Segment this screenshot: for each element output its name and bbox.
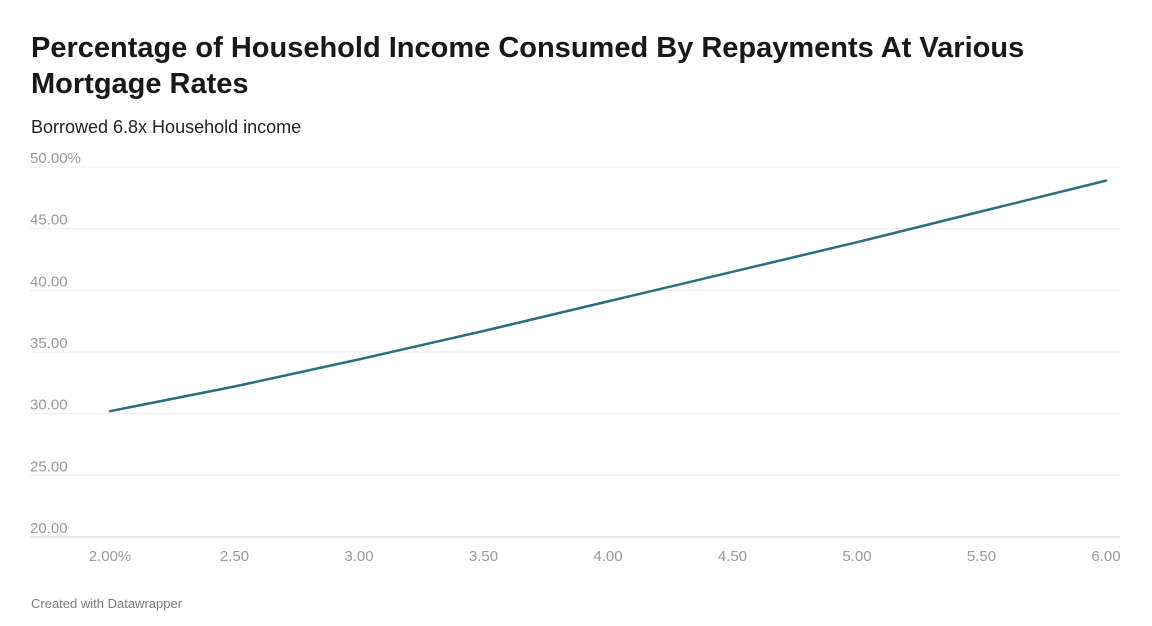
chart-subtitle: Borrowed 6.8x Household income bbox=[31, 117, 302, 137]
x-tick-label: 3.50 bbox=[469, 548, 498, 565]
x-tick-label: 2.50 bbox=[220, 548, 249, 565]
series-line bbox=[108, 179, 1108, 413]
x-tick-label: 3.00 bbox=[344, 548, 373, 565]
x-axis-ticks: 2.00% 2.50 3.00 3.50 4.00 4.50 5.00 5.50 6.00 bbox=[89, 548, 1121, 565]
x-tick-label: 5.00 bbox=[842, 548, 871, 565]
y-tick-label: 30.00 bbox=[30, 397, 68, 414]
chart-title: Percentage of Household Income Consumed … bbox=[31, 32, 1025, 100]
x-tick-label: 6.00 bbox=[1091, 548, 1120, 565]
y-tick-label: 45.00 bbox=[30, 212, 68, 229]
y-tick-label: 35.00 bbox=[30, 335, 68, 352]
x-tick-label: 4.00 bbox=[593, 548, 622, 565]
y-tick-label: 25.00 bbox=[30, 458, 68, 475]
gridlines bbox=[30, 166, 1120, 538]
series-lines bbox=[108, 179, 1108, 413]
x-tick-label: 2.00% bbox=[89, 548, 132, 565]
source-credit: Created with Datawrapper bbox=[31, 596, 183, 611]
y-axis-ticks: 20.00 25.00 30.00 35.00 40.00 45.00 50.00% bbox=[30, 150, 81, 537]
x-tick-label: 5.50 bbox=[967, 548, 996, 565]
y-tick-label: 50.00% bbox=[30, 150, 81, 167]
y-tick-label: 20.00 bbox=[30, 520, 68, 537]
line-chart: 20.00 25.00 30.00 35.00 40.00 45.00 50.00% 2.0… bbox=[30, 150, 1121, 565]
x-tick-label: 4.50 bbox=[718, 548, 747, 565]
y-tick-label: 40.00 bbox=[30, 273, 68, 290]
